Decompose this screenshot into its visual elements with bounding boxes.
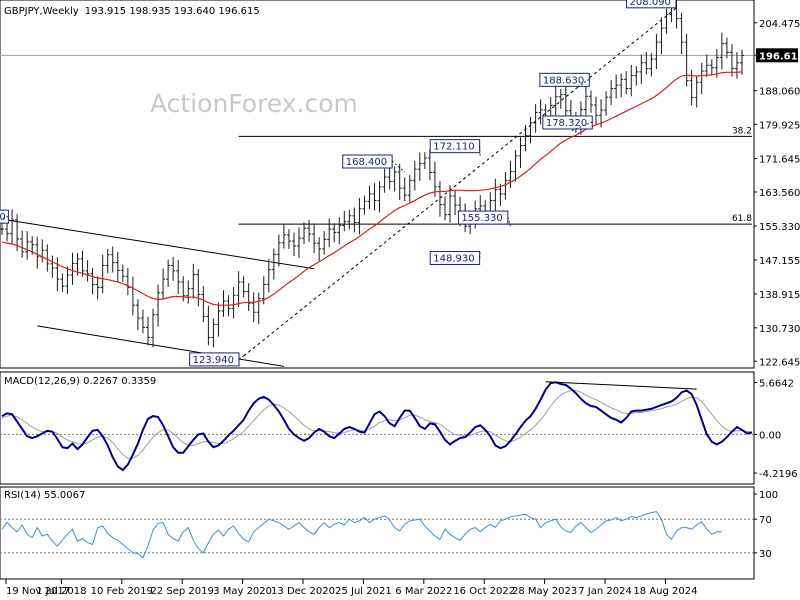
price-annotation-label: 172.110 <box>433 142 474 153</box>
chart-title: GBPJPY,Weekly 193.915 198.935 193.640 196… <box>4 6 260 17</box>
macd-y-tick-label: 5.6642 <box>759 379 794 390</box>
price-annotation-leader <box>479 252 481 258</box>
price-annotation-leader <box>238 355 244 360</box>
macd-panel-frame <box>0 371 755 485</box>
price-panel-frame <box>0 0 755 369</box>
x-axis-tick-label: 13 Dec 2020 <box>271 586 335 597</box>
fib-level-label: 61.8 <box>732 214 752 224</box>
rsi-y-tick-label: 70 <box>759 515 772 526</box>
macd-title: MACD(12,26,9) 0.2267 0.3359 <box>4 376 156 387</box>
x-axis-tick-label: 22 Sep 2019 <box>150 586 213 597</box>
price-y-tick-label: 179.925 <box>759 120 800 131</box>
x-axis-tick-label: 7 Jan 2024 <box>578 586 632 597</box>
price-annotation-label: 168.400 <box>346 157 387 168</box>
price-annotation-label: 188.630 <box>543 75 584 86</box>
x-axis-tick-label: 3 May 2020 <box>213 586 272 597</box>
rsi-panel-frame <box>0 486 755 580</box>
current-price-label: 196.615 <box>759 51 800 62</box>
macd-layer: MACD(12,26,9) 0.2267 0.3359 <box>0 376 754 472</box>
axis-layer: 204.475 196.615 188.060 179.925 171.645 163.5… <box>5 19 800 597</box>
rsi-y-tick-label: 100 <box>759 490 778 501</box>
price-annotation-leader <box>479 145 481 157</box>
price-y-tick-label: 147.155 <box>759 256 800 267</box>
macd-y-tick-label: 0.00 <box>759 430 781 441</box>
current-price-box <box>756 48 798 63</box>
macd-signal-line <box>1 389 753 459</box>
x-axis-tick-label: 1 Jul 2018 <box>36 586 86 597</box>
price-y-tick-label: 155.330 <box>759 222 800 233</box>
rsi-title: RSI(14) 55.0067 <box>4 490 85 501</box>
watermark: ActionForex.com <box>150 89 358 118</box>
price-annotation-label: 155.330 <box>461 213 502 224</box>
rsi-line <box>1 511 722 559</box>
falling-channel-lower-line <box>37 325 284 367</box>
x-axis-tick-label: 25 Jul 2021 <box>335 586 392 597</box>
macd-divergence-line <box>545 381 697 390</box>
price-y-tick-label: 188.060 <box>759 87 800 98</box>
price-layer: 38.2 61.8 208.090 188.630 178.320 172.110 168.… <box>0 0 754 367</box>
price-annotation-leader <box>1 215 9 220</box>
rsi-layer: RSI(14) 55.0067 <box>0 490 754 559</box>
price-annotation-box <box>189 352 240 367</box>
x-axis-tick-label: 16 Oct 2022 <box>453 586 515 597</box>
price-y-tick-label: 122.645 <box>759 357 800 368</box>
x-axis-tick-label: 28 May 2023 <box>512 586 577 597</box>
price-annotation-label: 123.940 <box>193 355 234 366</box>
price-y-tick-label: 204.475 <box>759 19 800 30</box>
price-annotation-label: 90 <box>0 212 6 223</box>
ohlc-label: 193.915 198.935 193.640 196.615 <box>85 6 260 17</box>
x-axis-tick-label: 18 Aug 2024 <box>633 586 697 597</box>
moving-average-line <box>1 71 743 306</box>
symbol-label: GBPJPY,Weekly <box>4 6 79 17</box>
x-axis-tick-label: 6 Mar 2022 <box>395 586 452 597</box>
price-y-tick-label: 130.730 <box>759 324 800 335</box>
macd-line <box>1 381 753 472</box>
price-annotation-leader <box>391 160 406 173</box>
macd-y-tick-label: -4.2196 <box>759 469 798 480</box>
rsi-y-tick-label: 30 <box>759 549 772 560</box>
price-annotation-leader <box>675 0 678 8</box>
fib-level-label: 38.2 <box>732 126 752 136</box>
price-annotation-leader <box>507 216 511 227</box>
price-annotation-label: 208.090 <box>630 0 671 8</box>
price-annotation-box <box>429 251 481 266</box>
rising-trendline <box>243 7 677 357</box>
price-y-tick-label: 163.560 <box>759 188 800 199</box>
price-y-tick-label: 138.915 <box>759 290 800 301</box>
x-axis-tick-label: 19 Nov 2017 <box>6 586 70 597</box>
x-axis-tick-label: 10 Feb 2019 <box>91 586 153 597</box>
price-y-tick-label: 171.645 <box>759 155 800 166</box>
falling-channel-upper-line <box>1 218 315 270</box>
price-annotation-label: 148.930 <box>433 254 474 265</box>
price-annotation-label: 178.320 <box>546 118 587 129</box>
price-annotation-leader <box>575 78 590 89</box>
